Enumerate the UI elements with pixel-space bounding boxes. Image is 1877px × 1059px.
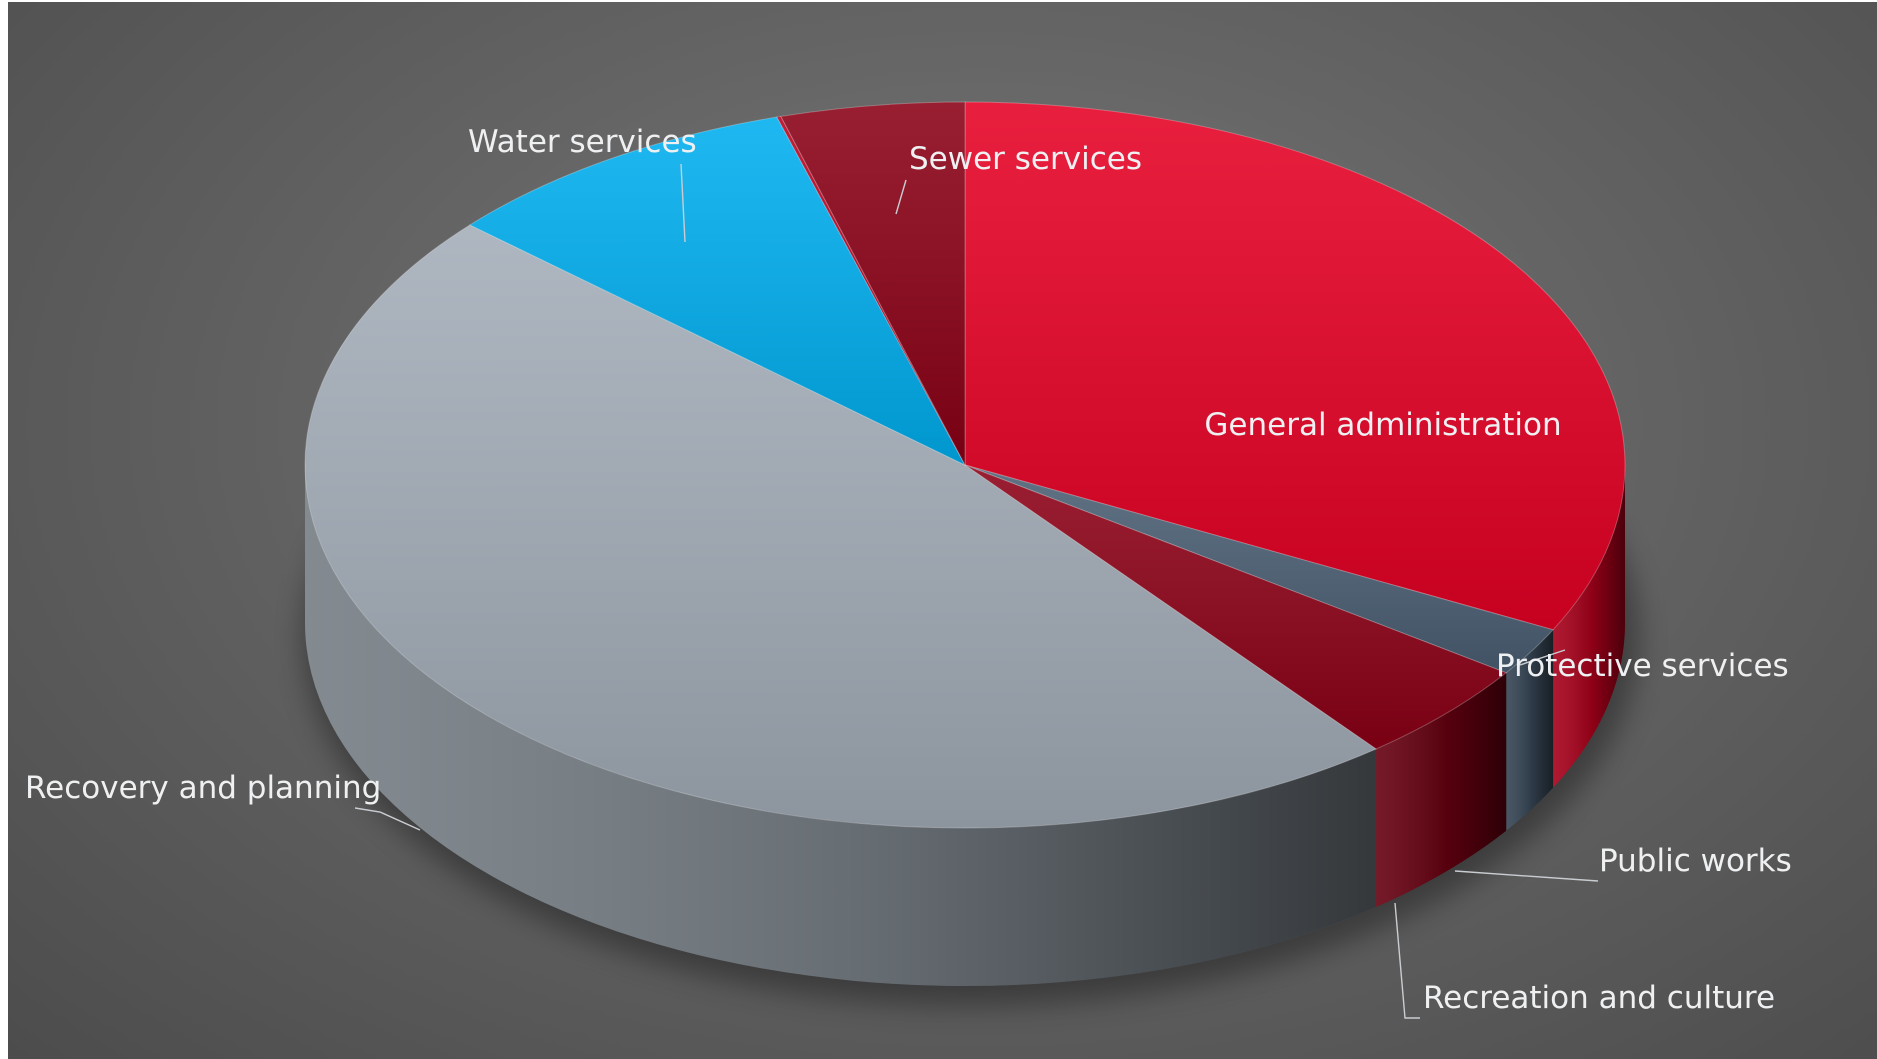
pie-slice-recreation-and-culture <box>776 115 966 466</box>
data-label-water-services: Water services <box>468 124 697 160</box>
pie-slice-protective-services <box>964 464 1554 674</box>
leader-line-recovery-and-planning <box>354 807 421 831</box>
leader-line-public-works <box>1454 870 1599 882</box>
data-label-recovery-and-planning: Recovery and planning <box>25 770 381 806</box>
leader-line-protective-services <box>1519 649 1566 666</box>
pie-slice-sewer-services <box>780 101 966 466</box>
pie-slice-water-services <box>468 116 967 467</box>
data-label-protective-services: Protective services <box>1496 648 1789 684</box>
pie-slice-recovery-and-planning <box>304 224 1378 829</box>
slice-side-recovery-and-planning <box>305 465 1377 986</box>
slice-side-public-works <box>1376 672 1507 908</box>
data-label-public-works: Public works <box>1599 843 1792 879</box>
pie-chart: General administration Protective service… <box>25 101 1792 1019</box>
leader-line-sewer-services <box>895 179 907 215</box>
data-label-general-administration: General administration <box>1204 407 1561 443</box>
pie-slice-general-administration <box>964 101 1626 631</box>
pie-slice-public-works <box>964 464 1508 750</box>
leader-line-water-services <box>680 163 686 243</box>
data-label-sewer-services: Sewer services <box>909 141 1142 177</box>
leader-line-recreation-and-culture <box>1394 902 1420 1019</box>
data-label-recreation-and-culture: Recreation and culture <box>1423 980 1775 1016</box>
chart-area: General administration Protective service… <box>8 2 1877 1059</box>
slice-side-general-administration <box>1553 465 1625 788</box>
slice-side-protective-services <box>1506 629 1554 831</box>
